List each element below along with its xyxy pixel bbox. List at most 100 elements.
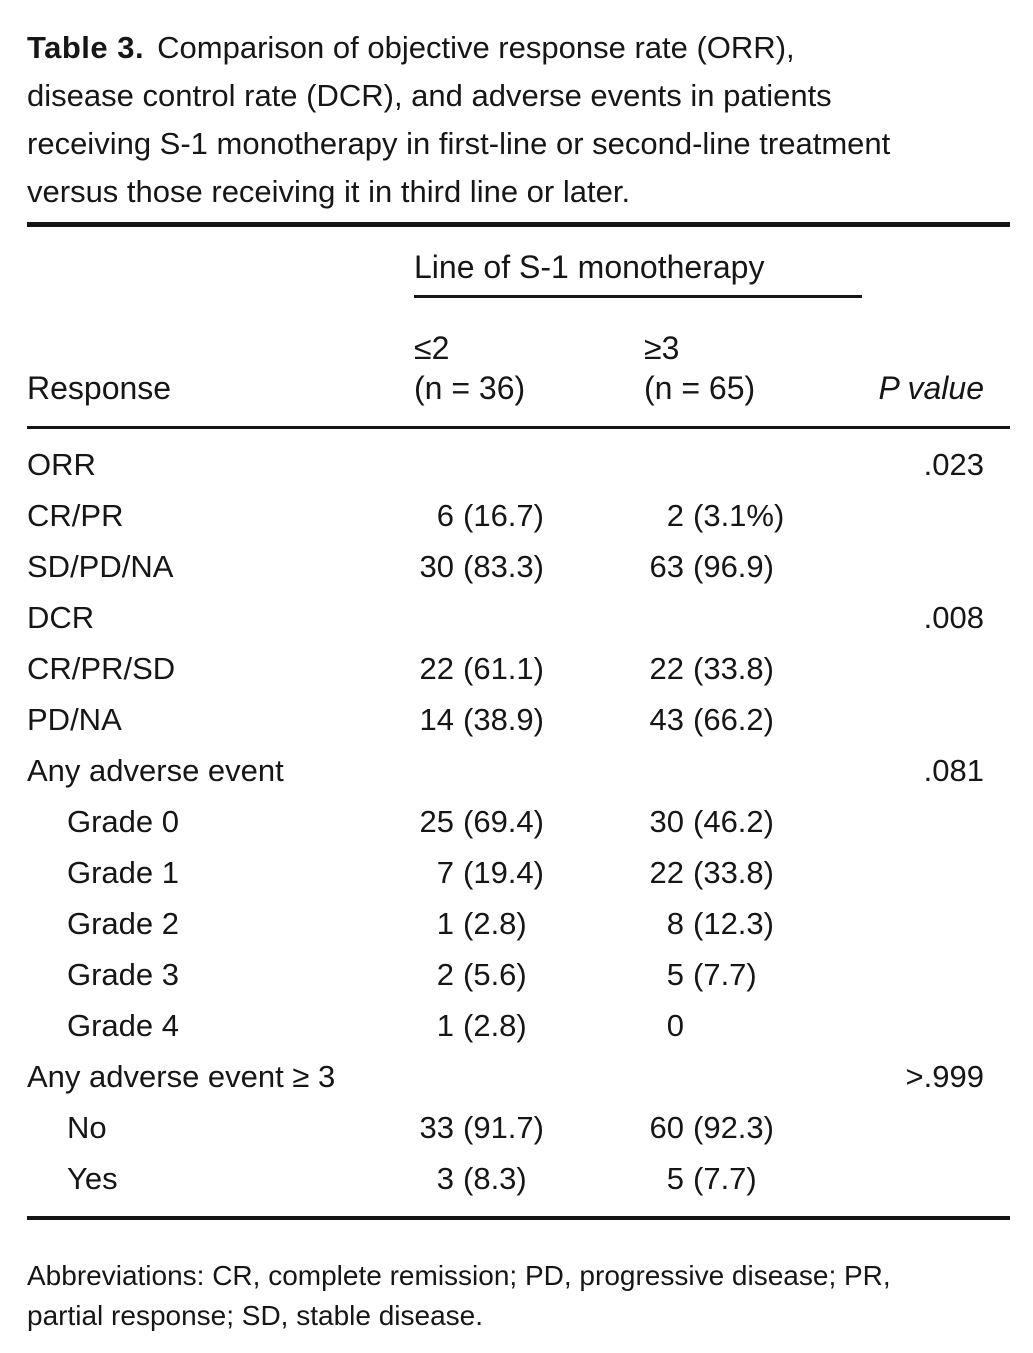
row-label: Any adverse event ≥ 3 [27,1059,336,1094]
percent-value: (92.3) [693,1110,774,1145]
count-value: 22 [649,651,684,686]
p-value [862,490,1010,541]
group2-cell: 0 [644,1000,862,1051]
count-value: 1 [436,1008,454,1043]
percent-value: (7.7) [693,957,757,992]
count-value: 2 [436,957,454,992]
group1-cell: 1 (2.8) [414,1000,644,1051]
table-row-yes: Yes 3 (8.3) 5 (7.7) [27,1153,1010,1216]
data-table-frame: Line of S-1 monotherapy Response ≤2 (n =… [27,222,1010,1220]
p-value [862,847,1010,898]
group1-cell [414,428,644,491]
spanner-header: Line of S-1 monotherapy [414,227,862,298]
footnote-line-1: Abbreviations: CR, complete remission; P… [27,1260,891,1291]
percent-value: (19.4) [463,855,544,890]
table-row-dcr: DCR .008 [27,592,1010,643]
count-value: 30 [419,549,454,584]
title-line-4: versus those receiving it in third line … [27,174,631,209]
table-row-grade-0: Grade 0 25 (69.4) 30 (46.2) [27,796,1010,847]
percent-value: (3.1%) [693,498,785,533]
percent-value: (83.3) [463,549,544,584]
row-label: CR/PR [27,498,124,533]
group2-cell: 2 (3.1%) [644,490,862,541]
row-label: SD/PD/NA [27,549,174,584]
group1-cell: 25 (69.4) [414,796,644,847]
column-header-response: Response [27,296,414,429]
row-label: PD/NA [27,702,122,737]
table-row-orr: ORR .023 [27,428,1010,491]
group1-symbol: ≤2 [414,330,450,366]
count-value: 60 [649,1110,684,1145]
percent-value: (12.3) [693,906,774,941]
count-value: 43 [649,702,684,737]
spanner-spacer-left [27,227,414,297]
p-value: .008 [923,600,984,635]
p-value: >.999 [905,1059,984,1094]
group2-cell: 63 (96.9) [644,541,862,592]
group2-n: (n = 65) [644,370,756,406]
count-value: 22 [649,855,684,890]
row-label: Grade 3 [67,957,180,992]
spanner-spacer-right [862,227,1010,297]
p-value [862,694,1010,745]
table-row-grade-3: Grade 3 2 (5.6) 5 (7.7) [27,949,1010,1000]
group1-cell: 6 (16.7) [414,490,644,541]
count-value: 33 [419,1110,454,1145]
group1-cell: 7 (19.4) [414,847,644,898]
p-value [862,643,1010,694]
count-value: 5 [666,957,684,992]
percent-value: (2.8) [463,1008,527,1043]
table-row-no: No 33 (91.7) 60 (92.3) [27,1102,1010,1153]
table-row-any-adverse-event: Any adverse event .081 [27,745,1010,796]
group1-cell: 3 (8.3) [414,1153,644,1216]
percent-value: (46.2) [693,804,774,839]
count-value: 30 [649,804,684,839]
table-number-label: Table 3. [27,30,145,65]
spanner-row: Line of S-1 monotherapy [27,227,1010,298]
percent-value: (33.8) [693,651,774,686]
p-value: .023 [923,447,984,482]
group1-n: (n = 36) [414,370,526,406]
group2-cell [644,745,862,796]
table-row-sdpdna: SD/PD/NA 30 (83.3) 63 (96.9) [27,541,1010,592]
row-label: CR/PR/SD [27,651,176,686]
group1-cell: 1 (2.8) [414,898,644,949]
count-value: 3 [436,1161,454,1196]
title-text-1: Comparison of objective response rate (O… [157,30,795,65]
percent-value: (8.3) [463,1161,527,1196]
group1-cell [414,592,644,643]
group1-cell [414,745,644,796]
p-value [862,898,1010,949]
row-label: Yes [67,1161,118,1196]
group1-cell: 30 (83.3) [414,541,644,592]
data-table: Line of S-1 monotherapy Response ≤2 (n =… [27,227,1010,1216]
percent-value: (7.7) [693,1161,757,1196]
group2-cell: 43 (66.2) [644,694,862,745]
row-label: No [67,1110,107,1145]
group2-cell [644,1051,862,1102]
column-header-row: Response ≤2 (n = 36) ≥3 (n = 65) P value [27,296,1010,429]
count-value: 22 [419,651,454,686]
table-header: Line of S-1 monotherapy Response ≤2 (n =… [27,227,1010,429]
row-label: Grade 0 [67,804,180,839]
table-row-pdna: PD/NA 14 (38.9) 43 (66.2) [27,694,1010,745]
group2-cell: 60 (92.3) [644,1102,862,1153]
group1-cell: 33 (91.7) [414,1102,644,1153]
table-row-grade-2: Grade 2 1 (2.8) 8 (12.3) [27,898,1010,949]
group1-cell: 22 (61.1) [414,643,644,694]
table-title: Table 3. Comparison of objective response… [27,24,1010,216]
group2-cell: 22 (33.8) [644,643,862,694]
column-header-pvalue: P value [862,296,1010,429]
count-value: 7 [436,855,454,890]
row-label: Any adverse event [27,753,284,788]
percent-value: (5.6) [463,957,527,992]
p-value [862,1102,1010,1153]
footnote-line-2: partial response; SD, stable disease. [27,1300,484,1331]
group1-cell: 2 (5.6) [414,949,644,1000]
title-line-2: disease control rate (DCR), and adverse … [27,78,832,113]
table-row-grade-1: Grade 1 7 (19.4) 22 (33.8) [27,847,1010,898]
count-value: 8 [666,906,684,941]
group2-cell: 8 (12.3) [644,898,862,949]
table-row-any-adverse-event-ge3: Any adverse event ≥ 3 >.999 [27,1051,1010,1102]
